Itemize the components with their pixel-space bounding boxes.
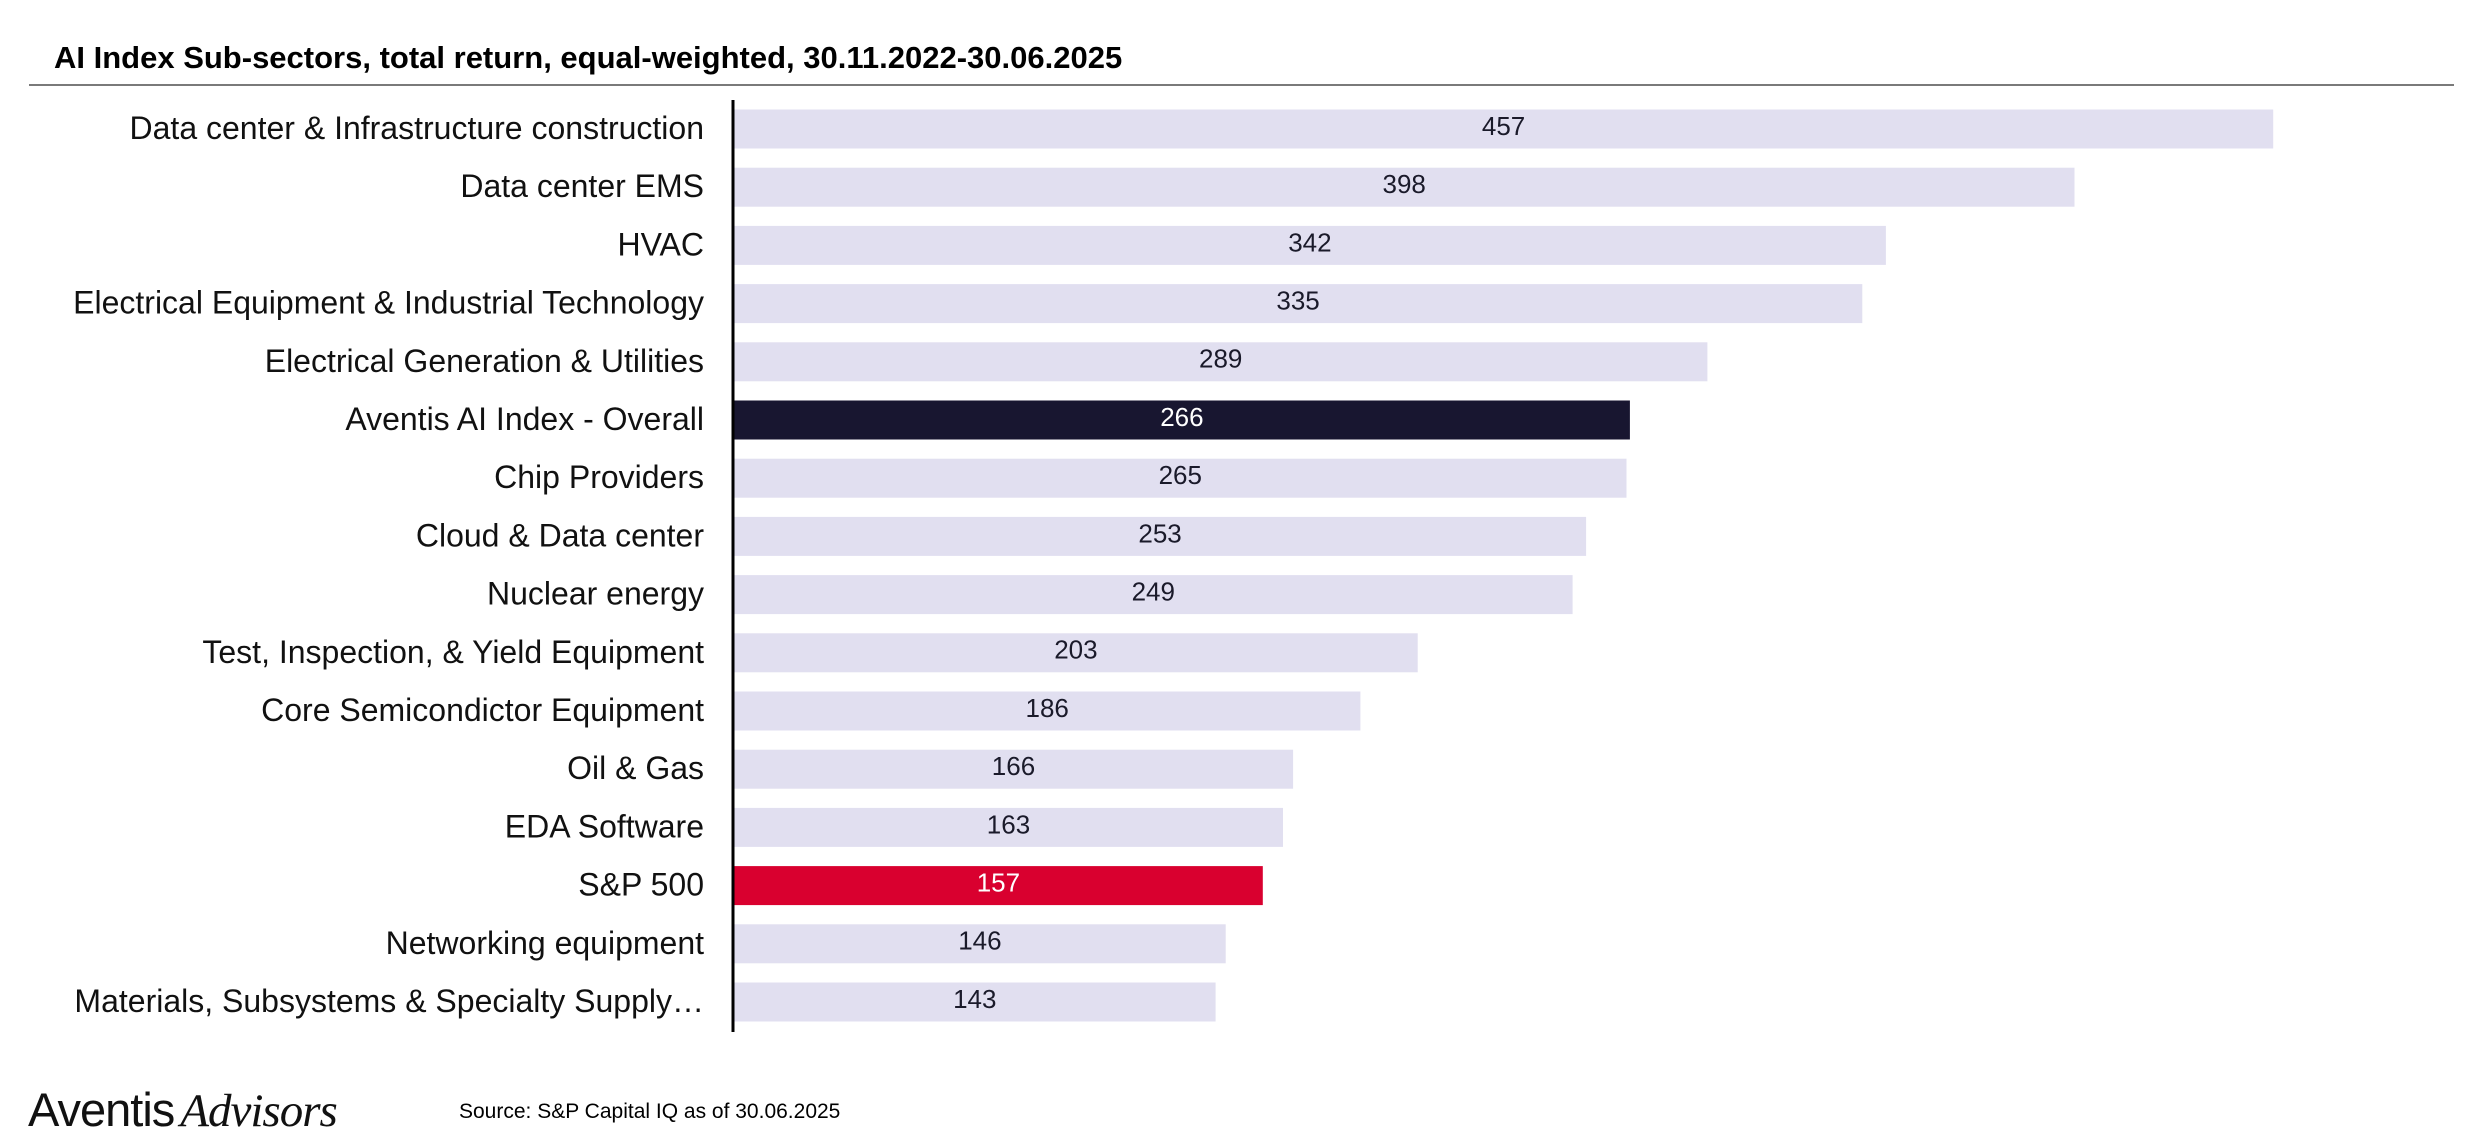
bar-10: [734, 633, 1418, 673]
bar-8: [734, 516, 1587, 556]
bar-5: [734, 342, 1708, 382]
category-label-3: HVAC: [617, 226, 704, 262]
category-label-4: Electrical Equipment & Industrial Techno…: [73, 285, 704, 321]
bar-value-label-12: 166: [992, 751, 1035, 781]
category-label-8: Cloud & Data center: [416, 517, 705, 553]
bar-value-label-2: 398: [1383, 169, 1426, 199]
category-label-9: Nuclear energy: [487, 576, 704, 612]
bar-value-label-16: 143: [953, 984, 996, 1014]
logo-word-aventis: Aventis: [28, 1083, 175, 1136]
bar-2: [734, 167, 2075, 207]
bar-13: [734, 807, 1283, 847]
bars-layer: [734, 109, 2274, 1022]
bar-value-label-11: 186: [1026, 693, 1069, 723]
bar-14: [734, 866, 1263, 906]
bar-12: [734, 749, 1294, 789]
bar-value-label-1: 457: [1482, 111, 1525, 141]
bar-value-label-13: 163: [987, 809, 1030, 839]
bar-value-label-3: 342: [1288, 227, 1331, 257]
bar-11: [734, 691, 1361, 731]
bar-value-label-6: 266: [1160, 402, 1203, 432]
category-label-5: Electrical Generation & Utilities: [265, 343, 704, 379]
category-label-7: Chip Providers: [494, 459, 704, 495]
bar-value-label-14: 157: [977, 867, 1020, 897]
aventis-advisors-logo: Aventis Advisors: [28, 1082, 338, 1139]
value-labels-layer: 457 398 342 335 289 266 265 253 249 203 186 166 163 1…: [953, 111, 1525, 1014]
category-label-2: Data center EMS: [460, 168, 704, 204]
category-label-13: EDA Software: [505, 808, 704, 844]
bar-value-label-9: 249: [1132, 576, 1175, 606]
category-label-16: Materials, Subsystems & Specialty Supply…: [74, 983, 704, 1019]
bar-7: [734, 458, 1627, 498]
category-labels-layer: Data center & Infrastructure constructio…: [73, 110, 704, 1019]
bar-value-label-7: 265: [1159, 460, 1202, 490]
category-label-12: Oil & Gas: [567, 750, 704, 786]
bar-value-label-10: 203: [1054, 635, 1097, 665]
source-note: Source: S&P Capital IQ as of 30.06.2025: [459, 1100, 841, 1123]
title-divider: [29, 84, 2454, 86]
bar-value-label-5: 289: [1199, 344, 1242, 374]
category-label-15: Networking equipment: [386, 925, 705, 961]
category-label-1: Data center & Infrastructure constructio…: [130, 110, 704, 146]
bar-value-label-15: 146: [958, 926, 1001, 956]
bar-9: [734, 575, 1573, 615]
bar-3: [734, 225, 1886, 265]
logo-word-advisors: Advisors: [180, 1085, 337, 1137]
bar-6: [734, 400, 1630, 440]
bar-1: [734, 109, 2274, 149]
bar-16: [734, 982, 1216, 1022]
chart-title: AI Index Sub-sectors, total return, equa…: [54, 40, 1123, 75]
category-label-11: Core Semicondictor Equipment: [261, 692, 704, 728]
bar-4: [734, 284, 1863, 324]
category-label-14: S&P 500: [578, 867, 704, 903]
category-label-6: Aventis AI Index - Overall: [345, 401, 704, 437]
bar-15: [734, 924, 1226, 964]
bar-value-label-4: 335: [1276, 285, 1319, 315]
bar-value-label-8: 253: [1138, 518, 1181, 548]
category-label-10: Test, Inspection, & Yield Equipment: [202, 634, 704, 670]
